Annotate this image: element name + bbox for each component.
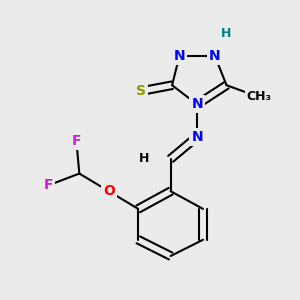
Text: H: H bbox=[139, 152, 149, 165]
Text: N: N bbox=[209, 49, 220, 63]
Text: H: H bbox=[221, 27, 232, 40]
Text: F: F bbox=[72, 134, 81, 148]
Text: CH₃: CH₃ bbox=[246, 91, 272, 103]
Text: O: O bbox=[103, 184, 115, 198]
Text: S: S bbox=[136, 84, 146, 98]
Text: N: N bbox=[191, 130, 203, 144]
Text: N: N bbox=[174, 49, 185, 63]
Text: N: N bbox=[191, 98, 203, 111]
Text: F: F bbox=[44, 178, 53, 192]
